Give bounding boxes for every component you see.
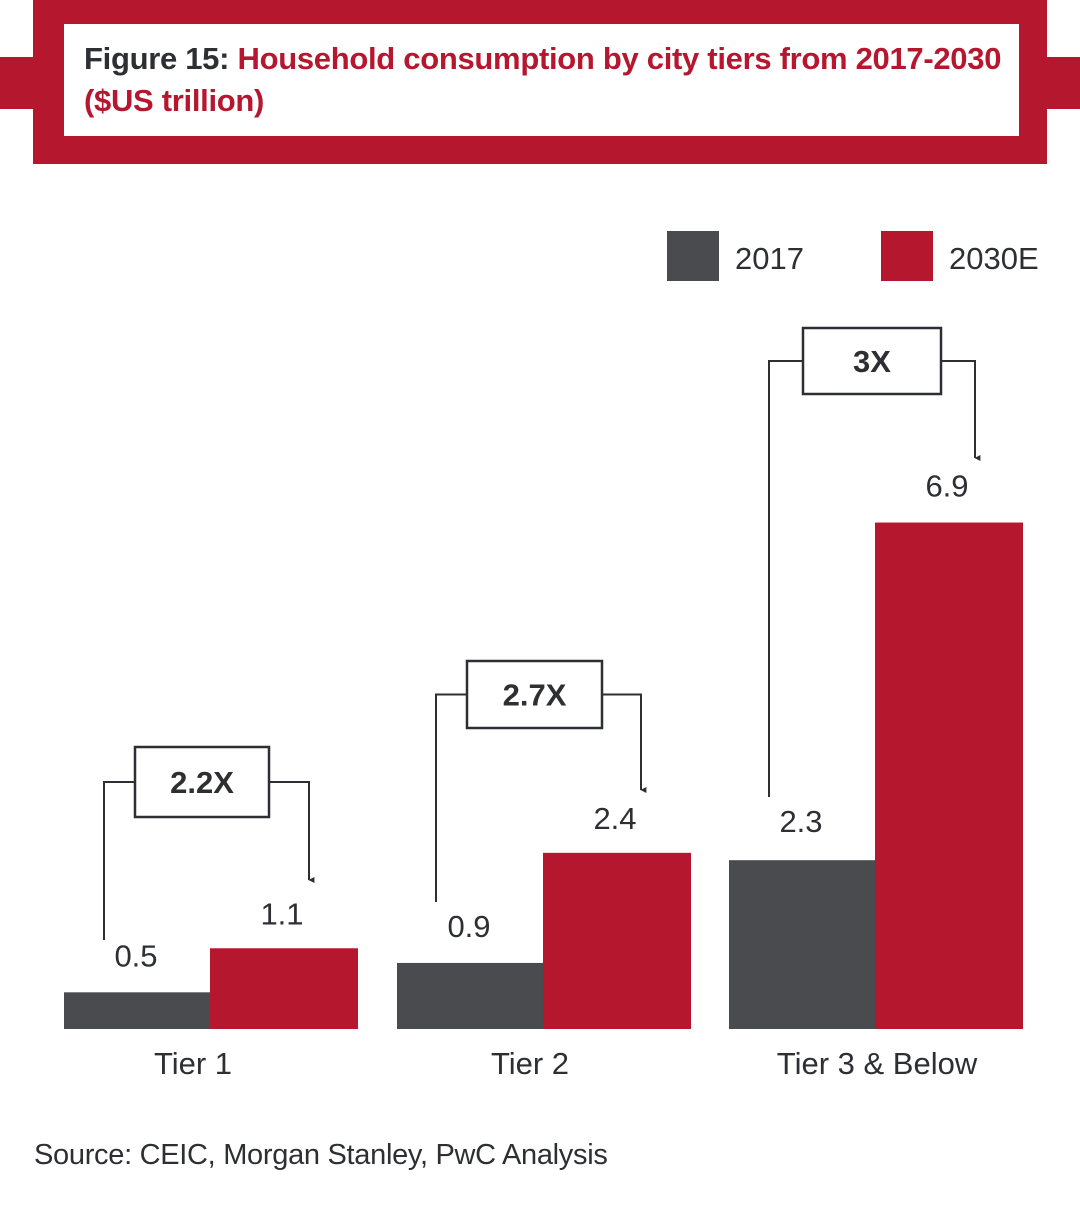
growth-multiplier-1: 2.2X: [170, 765, 234, 800]
legend-swatch-2017: [667, 231, 719, 281]
growth-box-2: [465, 659, 604, 730]
bar-2030e-1: [210, 948, 358, 1029]
growth-arrow-1: [269, 781, 315, 883]
value-label-2030e-3: 6.9: [925, 469, 968, 504]
value-label-2030e-2: 2.4: [593, 801, 636, 836]
value-label-2017-1: 0.5: [114, 938, 157, 973]
value-label-2017-3: 2.3: [779, 804, 822, 839]
category-label-2: Tier 2: [491, 1046, 569, 1081]
bar-2030e-2: [543, 852, 691, 1029]
legend: 2017 2030E: [667, 231, 1039, 281]
growth-bracket-left-3: [768, 360, 803, 797]
title-frame-left-tab: [0, 57, 40, 109]
figure-number: Figure 15:: [84, 41, 230, 76]
growth-box-3: [801, 326, 943, 396]
growth-box-1: [133, 745, 271, 819]
growth-arrow-2: [602, 693, 647, 793]
title-box: [64, 24, 1019, 136]
bar-2017-3: [729, 860, 875, 1029]
legend-label-2017: 2017: [735, 241, 804, 276]
value-label-2017-2: 0.9: [447, 909, 490, 944]
bar-2017-1: [64, 992, 210, 1029]
category-labels: Tier 1 Tier 2 Tier 3 & Below: [154, 1046, 978, 1081]
growth-multiplier-3: 3X: [853, 344, 891, 379]
growth-arrow-3: [941, 360, 981, 461]
growth-multiplier-2: 2.7X: [503, 678, 567, 713]
title-frame-right-tab: [1040, 57, 1080, 109]
legend-swatch-2030e: [881, 231, 933, 281]
category-label-3: Tier 3 & Below: [777, 1046, 978, 1081]
bars: 0.5 1.1 0.9 2.4 2.3 6.9: [64, 469, 1023, 1029]
growth-bracket-left-2: [435, 693, 467, 902]
figure-title-text: Household consumption by city tiers from…: [84, 41, 1002, 118]
bar-2017-2: [397, 962, 543, 1029]
bar-2030e-3: [875, 522, 1023, 1029]
category-label-1: Tier 1: [154, 1046, 232, 1081]
value-label-2030e-1: 1.1: [260, 896, 303, 931]
legend-label-2030e: 2030E: [949, 241, 1039, 276]
growth-bracket-left-1: [103, 781, 135, 940]
growth-annotations: 2.2X 2.7X 3X: [103, 326, 981, 940]
source-note: Source: CEIC, Morgan Stanley, PwC Analys…: [34, 1139, 608, 1171]
figure-title: Figure 15: Household consumption by city…: [84, 38, 1004, 122]
